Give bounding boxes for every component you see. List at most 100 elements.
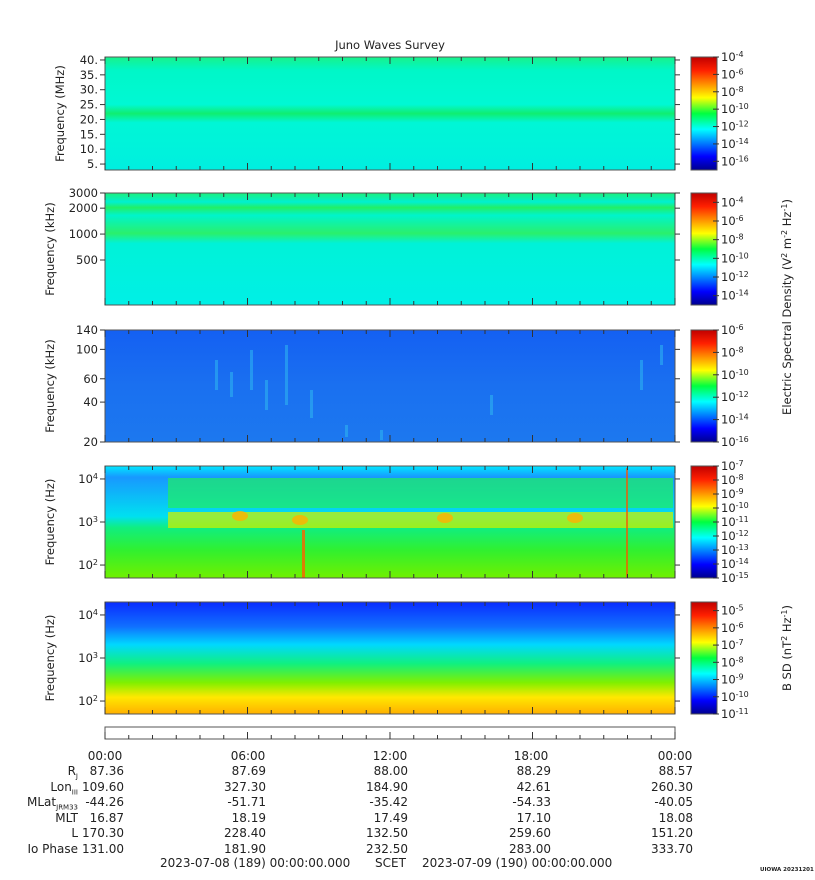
colorbar-tick-label: 10-14 (721, 557, 749, 572)
ephemeris-value: 170.30 (82, 826, 124, 840)
spectrogram-hfr-high (105, 57, 675, 170)
colorbar-tick-label: 10-12 (721, 390, 749, 405)
time-label: 00:00 (657, 749, 693, 763)
panel-hfr-high (104, 56, 676, 171)
time-label: 18:00 (513, 749, 549, 763)
colorbar-tick-label: 10-10 (721, 102, 749, 117)
ephemeris-value: 260.30 (651, 779, 693, 794)
colorbar-label-electric: Electric Spectral Density (V2 m-2 Hz-1) (780, 199, 795, 415)
colorbar (691, 602, 717, 714)
colorbar-tick-label: 10-8 (721, 655, 744, 670)
y-axis-label: Frequency (Hz) (43, 479, 57, 566)
y-tick-label: 104 (78, 607, 98, 622)
ephemeris-value: 232.50 (366, 841, 408, 856)
emission-streak (215, 360, 218, 390)
colorbar-tick-label: 10-10 (721, 501, 749, 516)
emission-streak (265, 380, 268, 410)
colorbar (691, 466, 717, 578)
y-tick-label: 3000 (69, 186, 98, 200)
ephemeris-value: -54.33 (512, 795, 551, 809)
ephemeris-value: 87.69 (231, 764, 266, 778)
y-tick-label: 5. (87, 157, 98, 171)
ephemeris-value: 151.20 (651, 826, 693, 840)
y-tick-label: 103 (78, 651, 98, 666)
emission-streak (660, 345, 663, 365)
panel-lfr-khz (104, 329, 676, 443)
ephemeris-row-label: LonIII (50, 779, 78, 796)
colorbar-tick-label: 10-6 (721, 323, 744, 338)
emission-band-core (168, 512, 673, 528)
emission-hotspot (437, 513, 453, 523)
ephemeris-value: 132.50 (366, 826, 408, 840)
colorbar-tick-label: 10-4 (721, 195, 744, 210)
ephemeris-value: 184.90 (366, 779, 408, 794)
emission-streak (310, 390, 313, 418)
colorbar-tick-label: 10-12 (721, 119, 749, 134)
panel-hfr-low (104, 192, 676, 306)
ephemeris-value: 109.60 (82, 779, 124, 794)
colorbar (691, 193, 717, 305)
colorbar-label-magnetic: B SD (nT2 Hz-1) (780, 605, 795, 691)
ephemeris-value: 259.60 (509, 826, 551, 840)
y-axis-label: Frequency (Hz) (43, 615, 57, 702)
ephemeris-value: -51.71 (227, 795, 266, 809)
colorbar-tick-label: 10-11 (721, 707, 749, 722)
y-tick-label: 500 (76, 253, 98, 267)
emission-hotspot (232, 511, 248, 521)
colorbar-tick-label: 10-6 (721, 67, 744, 82)
ephemeris-row-label: MLatJRM33 (27, 795, 78, 812)
colorbar-tick-label: 10-14 (721, 412, 749, 427)
y-tick-label: 15. (80, 127, 98, 141)
ephemeris-value: 17.49 (373, 810, 408, 825)
footer-start: 2023-07-08 (189) 00:00:00.000 (160, 856, 351, 870)
emission-streak (250, 350, 253, 390)
colorbar-tick-label: 10-10 (721, 689, 749, 704)
colorbar-tick-label: 10-7 (721, 638, 744, 653)
ephemeris-value: 17.10 (516, 810, 551, 825)
y-tick-label: 40 (83, 395, 98, 409)
y-tick-label: 35. (80, 68, 98, 82)
emission-streak (345, 425, 348, 437)
ephemeris-value: -35.42 (369, 795, 408, 809)
colorbar-tick-label: 10-8 (721, 84, 744, 99)
colorbar-tick-label: 10-6 (721, 620, 744, 635)
ephemeris-value: 42.61 (516, 779, 551, 794)
time-label: 12:00 (372, 749, 408, 763)
emission-streak (640, 360, 643, 390)
colorbar-tick-label: 10-14 (721, 136, 749, 151)
panel-magnetic (104, 601, 676, 715)
colorbar-tick-label: 10-9 (721, 487, 744, 502)
y-axis-label: Frequency (kHz) (43, 202, 57, 295)
y-tick-label: 20 (83, 435, 98, 449)
colorbar-tick-label: 10-10 (721, 251, 749, 266)
colorbar-tick-label: 10-15 (721, 571, 749, 586)
ephemeris-value: 181.90 (224, 841, 266, 856)
ephemeris-row-label: RJ (67, 764, 78, 781)
ephemeris-value: 283.00 (509, 841, 551, 856)
colorbar-tick-label: 10-6 (721, 214, 744, 229)
ephemeris-row-label: L (71, 826, 78, 840)
colorbar-tick-label: 10-11 (721, 515, 749, 530)
footer-end: 2023-07-09 (190) 00:00:00.000 (422, 856, 613, 870)
emission-streak (380, 430, 383, 440)
ephemeris-value: 228.40 (224, 826, 266, 840)
spectrogram-magnetic (105, 602, 675, 714)
ephemeris-value: 18.08 (658, 810, 693, 825)
y-tick-label: 1000 (69, 227, 98, 241)
y-tick-label: 103 (78, 515, 98, 530)
colorbar-tick-label: 10-7 (721, 459, 744, 474)
panel-lfr-hz (104, 465, 676, 579)
colorbar-tick-label: 10-13 (721, 543, 749, 558)
colorbar-tick-label: 10-12 (721, 270, 749, 285)
spectrogram-lfr-khz (105, 330, 675, 442)
y-tick-label: 10. (80, 142, 98, 156)
colorbar-tick-label: 10-5 (721, 603, 744, 618)
time-label: 06:00 (230, 749, 266, 763)
emission-hotspot (567, 513, 583, 523)
ephemeris-value: 88.00 (373, 764, 408, 778)
colorbar-label-magnetic-text: B SD (nT (780, 640, 794, 691)
y-tick-label: 102 (78, 694, 98, 709)
y-tick-label: 140 (76, 323, 98, 337)
colorbar-tick-label: 10-14 (721, 288, 749, 303)
